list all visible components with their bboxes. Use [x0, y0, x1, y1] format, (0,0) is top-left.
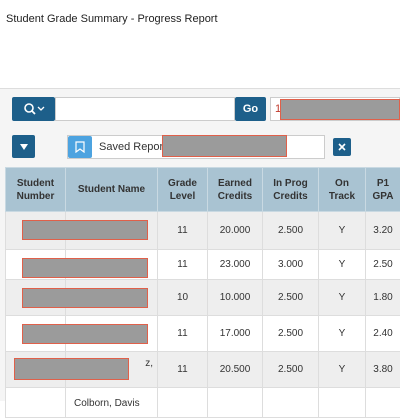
- grade-level-cell: 10: [158, 280, 208, 316]
- grade-level: 11: [177, 364, 187, 375]
- redaction: [14, 358, 129, 380]
- table-row: 11 20.000 2.500 Y 3.20: [6, 212, 400, 250]
- p1-gpa: 1.80: [373, 292, 392, 303]
- p1-gpa: 2.50: [373, 259, 392, 270]
- column-header: Student Name: [66, 168, 158, 212]
- table-row: Colborn, Davis: [6, 388, 400, 418]
- table-row: 11 17.000 2.500 Y 2.40: [6, 316, 400, 352]
- grade-level-cell: 11: [158, 352, 208, 388]
- caret-icon: [19, 143, 29, 151]
- in-prog-credits-cell: 3.000: [263, 250, 319, 280]
- grade-level-cell: 11: [158, 250, 208, 280]
- student-number-cell: [6, 316, 66, 352]
- on-track-cell: Y: [319, 250, 366, 280]
- redaction: [22, 220, 148, 240]
- on-track-cell: Y: [319, 212, 366, 250]
- student-number-cell: [6, 250, 66, 280]
- student-name-cell: Colborn, Davis: [66, 388, 158, 418]
- redaction: [280, 99, 400, 120]
- table-row: z, 11 20.500 2.500 Y 3.80: [6, 352, 400, 388]
- on-track-cell: Y: [319, 316, 366, 352]
- grade-level-cell: 11: [158, 212, 208, 250]
- go-button[interactable]: Go: [235, 97, 266, 121]
- earned-credits: 10.000: [220, 292, 251, 303]
- p1-gpa-cell: 1.80: [366, 280, 400, 316]
- grade-level-cell: 11: [158, 316, 208, 352]
- earned-credits-cell: 10.000: [208, 280, 263, 316]
- dropdown-button[interactable]: [12, 135, 35, 158]
- on-track: Y: [339, 328, 346, 339]
- in-prog-credits-cell: 2.500: [263, 316, 319, 352]
- p1-gpa-cell: 3.80: [366, 352, 400, 388]
- grade-level-cell: [158, 388, 208, 418]
- redaction: [22, 258, 148, 278]
- grade-level: 10: [177, 292, 188, 303]
- in-prog-credits: 3.000: [278, 259, 303, 270]
- earned-credits-cell: 20.000: [208, 212, 263, 250]
- page-title: Student Grade Summary - Progress Report: [6, 13, 218, 25]
- p1-gpa: 3.20: [373, 225, 392, 236]
- redaction: [22, 324, 148, 344]
- p1-gpa-cell: [366, 388, 400, 418]
- clear-button[interactable]: [333, 138, 351, 156]
- grade-level: 11: [177, 259, 187, 270]
- redaction: [22, 288, 148, 308]
- earned-credits-cell: 23.000: [208, 250, 263, 280]
- on-track: Y: [339, 259, 346, 270]
- search-icon: [23, 102, 45, 116]
- column-header: Student Number: [6, 168, 66, 212]
- p1-gpa-cell: 3.20: [366, 212, 400, 250]
- student-number-cell: [6, 212, 66, 250]
- in-prog-credits-cell: [263, 388, 319, 418]
- in-prog-credits-cell: 2.500: [263, 352, 319, 388]
- p1-gpa: 2.40: [373, 328, 392, 339]
- on-track: Y: [339, 364, 346, 375]
- student-name: z,: [145, 358, 153, 369]
- student-number-cell: [6, 352, 66, 388]
- column-header: P1 GPA: [366, 168, 400, 212]
- table-row: 10 10.000 2.500 Y 1.80: [6, 280, 400, 316]
- table-row: 11 23.000 3.000 Y 2.50: [6, 250, 400, 280]
- earned-credits-cell: 17.000: [208, 316, 263, 352]
- column-header: Earned Credits: [208, 168, 263, 212]
- earned-credits: 20.500: [220, 364, 251, 375]
- grade-level: 11: [177, 328, 187, 339]
- search-input[interactable]: [55, 97, 235, 121]
- in-prog-credits: 2.500: [278, 364, 303, 375]
- on-track-cell: [319, 388, 366, 418]
- search-menu-button[interactable]: [12, 97, 55, 121]
- p1-gpa-cell: 2.50: [366, 250, 400, 280]
- redaction: [162, 135, 287, 157]
- column-header: Grade Level: [158, 168, 208, 212]
- on-track: Y: [339, 225, 346, 236]
- on-track-cell: Y: [319, 280, 366, 316]
- on-track: Y: [339, 292, 346, 303]
- column-header: In Prog Credits: [263, 168, 319, 212]
- in-prog-credits: 2.500: [278, 328, 303, 339]
- in-prog-credits: 2.500: [278, 225, 303, 236]
- earned-credits-cell: 20.500: [208, 352, 263, 388]
- grade-level: 11: [177, 225, 187, 236]
- column-header: On Track: [319, 168, 366, 212]
- earned-credits: 17.000: [220, 328, 251, 339]
- in-prog-credits-cell: 2.500: [263, 212, 319, 250]
- in-prog-credits: 2.500: [278, 292, 303, 303]
- earned-credits: 23.000: [220, 259, 251, 270]
- bookmark-icon: [68, 136, 92, 158]
- in-prog-credits-cell: 2.500: [263, 280, 319, 316]
- earned-credits: 20.000: [220, 225, 251, 236]
- p1-gpa: 3.80: [373, 364, 392, 375]
- p1-gpa-cell: 2.40: [366, 316, 400, 352]
- on-track-cell: Y: [319, 352, 366, 388]
- earned-credits-cell: [208, 388, 263, 418]
- page: Student Grade Summary - Progress Report …: [0, 0, 400, 400]
- student-number-cell: [6, 280, 66, 316]
- student-number-cell: [6, 388, 66, 418]
